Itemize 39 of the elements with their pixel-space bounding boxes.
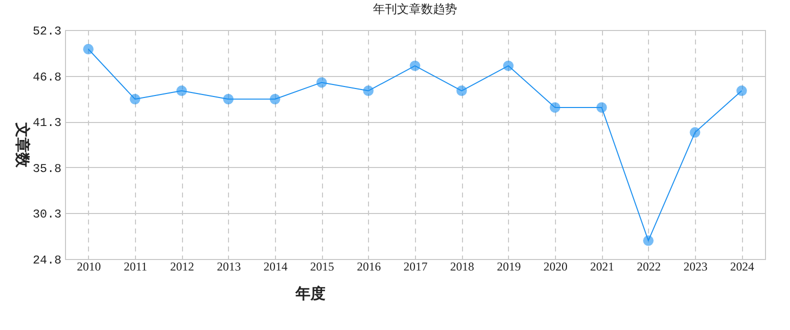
point	[176, 86, 187, 96]
x-axis-title: 年度	[294, 284, 326, 302]
x-tick-label: 2021	[590, 260, 614, 274]
x-tick-label: 2010	[76, 260, 101, 274]
x-tick-label: 2017	[404, 260, 428, 274]
point	[83, 44, 94, 54]
chart-title: 年刊文章数趋势	[373, 2, 457, 16]
point	[736, 86, 747, 96]
y-tick-label: 24.8	[32, 254, 62, 268]
y-axis-title: 文章数	[14, 122, 32, 168]
point	[270, 94, 280, 104]
x-tick-label: 2011	[124, 260, 148, 274]
point	[503, 60, 514, 72]
x-tick-label: 2016	[356, 260, 381, 274]
y-tick-label: 35.8	[32, 162, 62, 176]
point	[223, 94, 234, 104]
point	[363, 86, 374, 96]
point	[410, 60, 420, 72]
y-tick-label: 30.3	[32, 208, 62, 222]
point	[316, 77, 327, 88]
x-tick-label: 2023	[684, 260, 708, 274]
point	[130, 94, 140, 104]
point	[550, 102, 560, 113]
x-tick-label: 2020	[544, 260, 568, 274]
x-tick-label: 2012	[170, 260, 194, 274]
point	[643, 235, 654, 246]
point	[690, 127, 700, 138]
x-tick-label: 2019	[496, 260, 521, 274]
y-tick-label: 41.3	[32, 116, 62, 130]
point	[596, 102, 607, 113]
y-tick-label: 52.3	[32, 24, 62, 38]
point	[456, 86, 467, 96]
x-tick-label: 2022	[636, 260, 661, 274]
x-tick-label: 2013	[216, 260, 241, 274]
x-tick-label: 2014	[264, 260, 288, 274]
y-tick-label: 46.8	[32, 70, 62, 84]
x-tick-label: 2018	[450, 260, 474, 274]
x-tick-label: 2015	[310, 260, 334, 274]
x-tick-label: 2024	[730, 260, 754, 274]
